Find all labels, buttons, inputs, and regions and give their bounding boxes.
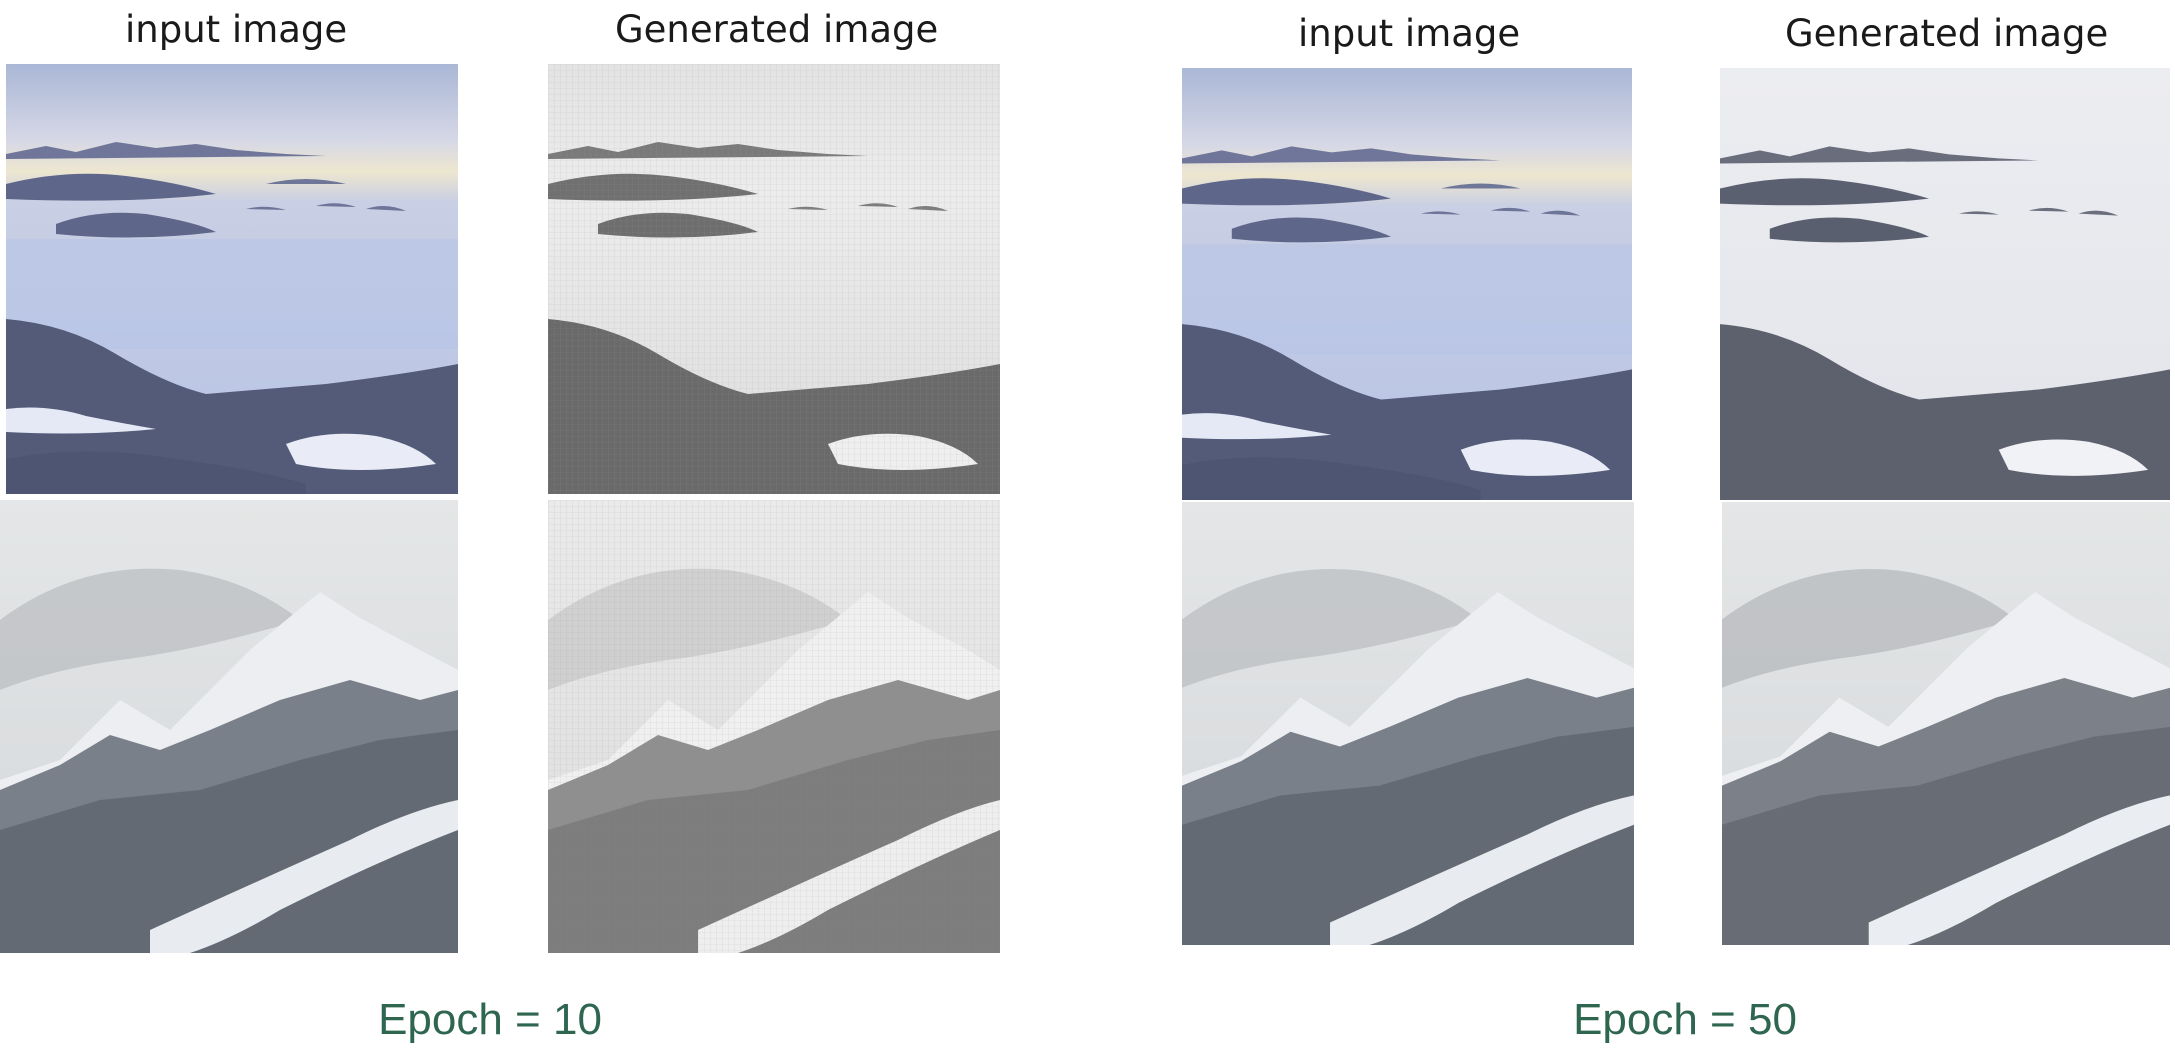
- generated-image-peak: [548, 500, 1000, 953]
- input-image-title: input image: [1298, 12, 1521, 55]
- input-image-title: input image: [125, 8, 348, 51]
- generated-image-title: Generated image: [615, 8, 939, 51]
- input-image-peak: [1182, 502, 1634, 945]
- input-image-peak: [0, 500, 458, 953]
- input-image-clouds: [1182, 68, 1632, 500]
- epoch-50-caption: Epoch = 50: [1573, 995, 1797, 1044]
- generated-image-clouds: [1720, 68, 2170, 500]
- epoch-10-panel: input image Generated image: [0, 0, 1020, 1052]
- generated-image-title: Generated image: [1785, 12, 2109, 55]
- generated-image-clouds: [548, 64, 1000, 494]
- input-image-clouds: [6, 64, 458, 494]
- generated-image-peak: [1722, 502, 2170, 945]
- epoch-10-caption: Epoch = 10: [378, 995, 602, 1044]
- epoch-50-panel: input image Generated image: [1170, 0, 2175, 1052]
